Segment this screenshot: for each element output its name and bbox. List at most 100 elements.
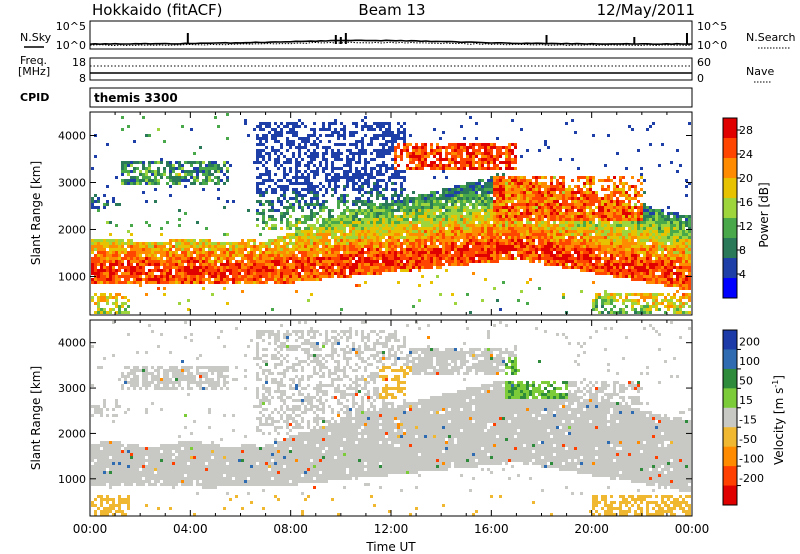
heatmap-cell	[391, 197, 394, 200]
heatmap-cell	[589, 251, 592, 254]
heatmap-cell	[358, 251, 361, 254]
heatmap-cell	[562, 212, 565, 215]
heatmap-cell	[109, 272, 112, 275]
heatmap-cell	[181, 266, 184, 269]
heatmap-cell	[535, 194, 538, 197]
heatmap-cell	[526, 200, 529, 203]
heatmap-cell	[454, 155, 457, 158]
heatmap-cell	[361, 137, 364, 140]
heatmap-cell	[520, 191, 523, 194]
heatmap-cell	[529, 254, 532, 257]
heatmap-cell	[508, 188, 511, 191]
heatmap-cell	[487, 203, 490, 206]
heatmap-cell	[451, 188, 454, 191]
heatmap-cell	[496, 182, 499, 185]
heatmap-cell	[481, 167, 484, 170]
heatmap-cell	[439, 152, 442, 155]
heatmap-cell	[451, 155, 454, 158]
heatmap-cell	[544, 227, 547, 230]
heatmap-cell	[361, 143, 364, 146]
heatmap-cell	[529, 224, 532, 227]
heatmap-cell	[403, 176, 406, 179]
heatmap-cell	[121, 164, 124, 167]
heatmap-cell	[421, 146, 424, 149]
heatmap-cell	[328, 218, 331, 221]
heatmap-cell	[283, 206, 286, 209]
heatmap-cell	[301, 197, 304, 200]
heatmap-cell	[322, 203, 325, 206]
heatmap-cell	[385, 260, 388, 263]
heatmap-cell	[538, 200, 541, 203]
heatmap-cell	[361, 146, 364, 149]
heatmap-cell	[502, 203, 505, 206]
heatmap-cell	[595, 227, 598, 230]
heatmap-cell	[592, 191, 595, 194]
heatmap-cell	[478, 188, 481, 191]
heatmap-cell	[334, 233, 337, 236]
heatmap-cell	[334, 236, 337, 239]
heatmap-cell	[319, 215, 322, 218]
heatmap-cell	[385, 143, 388, 146]
heatmap-cell	[403, 254, 406, 257]
heatmap-cell	[289, 215, 292, 218]
heatmap-cell	[406, 260, 409, 263]
heatmap-cell	[409, 233, 412, 236]
heatmap-cell	[445, 200, 448, 203]
heatmap-cell	[292, 266, 295, 269]
heatmap-cell	[481, 206, 484, 209]
heatmap-cell	[292, 125, 295, 128]
heatmap-cell	[526, 182, 529, 185]
heatmap-cell	[307, 245, 310, 248]
heatmap-cell	[577, 200, 580, 203]
heatmap-cell	[358, 152, 361, 155]
heatmap-cell	[532, 176, 535, 179]
heatmap-cell	[202, 170, 205, 173]
heatmap-cell	[379, 242, 382, 245]
heatmap-cell	[502, 146, 505, 149]
heatmap-cell	[385, 140, 388, 143]
heatmap-cell	[490, 209, 493, 212]
heatmap-cell	[463, 206, 466, 209]
heatmap-cell	[559, 248, 562, 251]
heatmap-cell	[463, 149, 466, 152]
heatmap-cell	[172, 254, 175, 257]
heatmap-cell	[316, 233, 319, 236]
heatmap-cell	[439, 263, 442, 266]
heatmap-cell	[433, 161, 436, 164]
heatmap-cell	[268, 251, 271, 254]
heatmap-cell	[457, 215, 460, 218]
heatmap-cell	[325, 128, 328, 131]
heatmap-cell	[277, 263, 280, 266]
heatmap-cell	[373, 167, 376, 170]
heatmap-cell	[568, 257, 571, 260]
heatmap-cell	[274, 218, 277, 221]
heatmap-cell	[538, 218, 541, 221]
heatmap-cell	[358, 179, 361, 182]
heatmap-cell	[337, 215, 340, 218]
heatmap-cell	[139, 248, 142, 251]
heatmap-cell	[436, 224, 439, 227]
heatmap-cell	[181, 260, 184, 263]
heatmap-cell	[178, 218, 181, 221]
heatmap-cell	[601, 239, 604, 242]
heatmap-cell	[550, 224, 553, 227]
heatmap-cell	[367, 173, 370, 176]
heatmap-cell	[322, 194, 325, 197]
heatmap-cell	[571, 245, 574, 248]
heatmap-cell	[481, 200, 484, 203]
heatmap-cell	[295, 161, 298, 164]
heatmap-cell	[556, 200, 559, 203]
heatmap-cell	[595, 197, 598, 200]
heatmap-cell	[205, 176, 208, 179]
heatmap-cell	[97, 251, 100, 254]
heatmap-cell	[145, 293, 148, 296]
heatmap-cell	[205, 254, 208, 257]
heatmap-cell	[292, 155, 295, 158]
heatmap-cell	[334, 254, 337, 257]
heatmap-cell	[394, 149, 397, 152]
heatmap-cell	[127, 311, 130, 314]
heatmap-cell	[415, 146, 418, 149]
heatmap-cell	[505, 155, 508, 158]
heatmap-cell	[364, 191, 367, 194]
heatmap-cell	[556, 248, 559, 251]
